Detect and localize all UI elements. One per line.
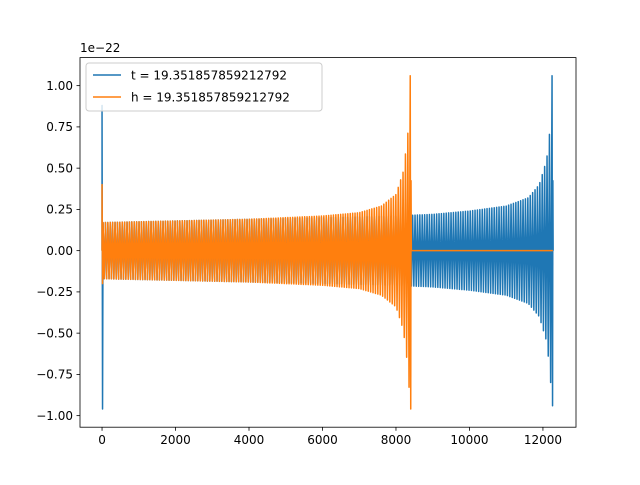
y-tick-label: −0.75: [36, 368, 73, 382]
y-tick-label: 1.00: [46, 79, 73, 93]
series-layer: [101, 75, 554, 410]
x-tick-label: 6000: [307, 433, 338, 447]
y-offset-label: 1e−22: [80, 41, 120, 55]
x-axis: 0 2000 4000 6000 8000 10000 12000: [98, 427, 562, 447]
series-line-1: [101, 75, 553, 410]
axes-frame: [79, 57, 577, 428]
y-tick-label: 0.25: [46, 203, 73, 217]
legend-label-h: h = 19.351857859212792: [131, 91, 290, 105]
y-tick-label: 0.00: [46, 244, 73, 258]
y-tick-label: 0.75: [46, 120, 73, 134]
x-tick-label: 10000: [450, 433, 488, 447]
x-tick-label: 0: [98, 433, 106, 447]
series-1: [101, 75, 553, 410]
x-tick-label: 2000: [160, 433, 191, 447]
y-tick-label: −0.50: [36, 326, 73, 340]
y-tick-label: −0.25: [36, 285, 73, 299]
x-tick-label: 8000: [381, 433, 412, 447]
y-tick-label: 0.50: [46, 161, 73, 175]
legend-box: [85, 62, 323, 112]
x-tick-label: 12000: [524, 433, 562, 447]
y-axis: 1.00 0.75 0.50 0.25 0.00 −0.25 −0.50 −0.75 −1.00: [36, 79, 80, 423]
legend-label-t: t = 19.351857859212792: [131, 69, 287, 83]
y-tick-label: −1.00: [36, 409, 73, 423]
x-tick-label: 4000: [234, 433, 265, 447]
legend: t = 19.351857859212792 h = 19.3518578592…: [85, 62, 323, 112]
